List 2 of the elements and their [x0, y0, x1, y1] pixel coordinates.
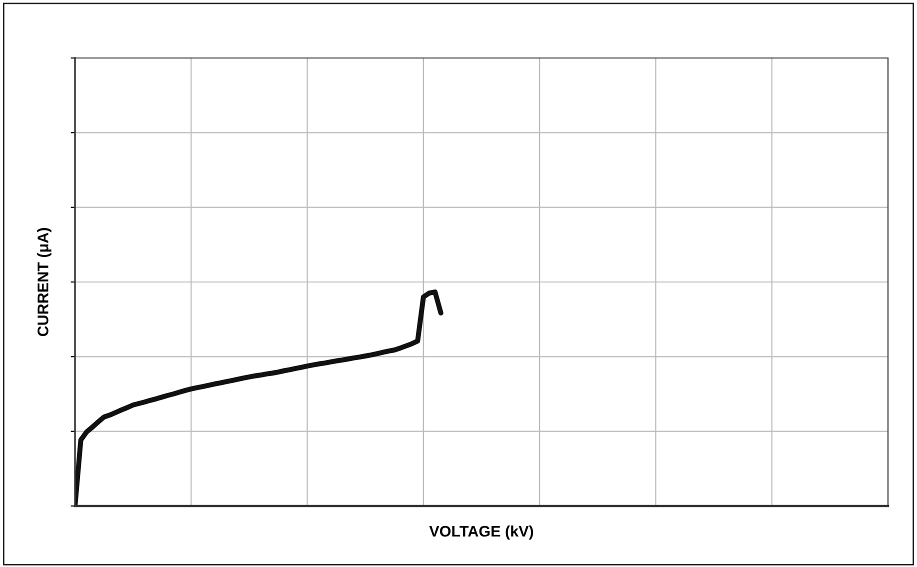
y-axis-title: CURRENT (μA) [37, 228, 52, 336]
x-axis-title: VOLTAGE (kV) [429, 525, 534, 540]
